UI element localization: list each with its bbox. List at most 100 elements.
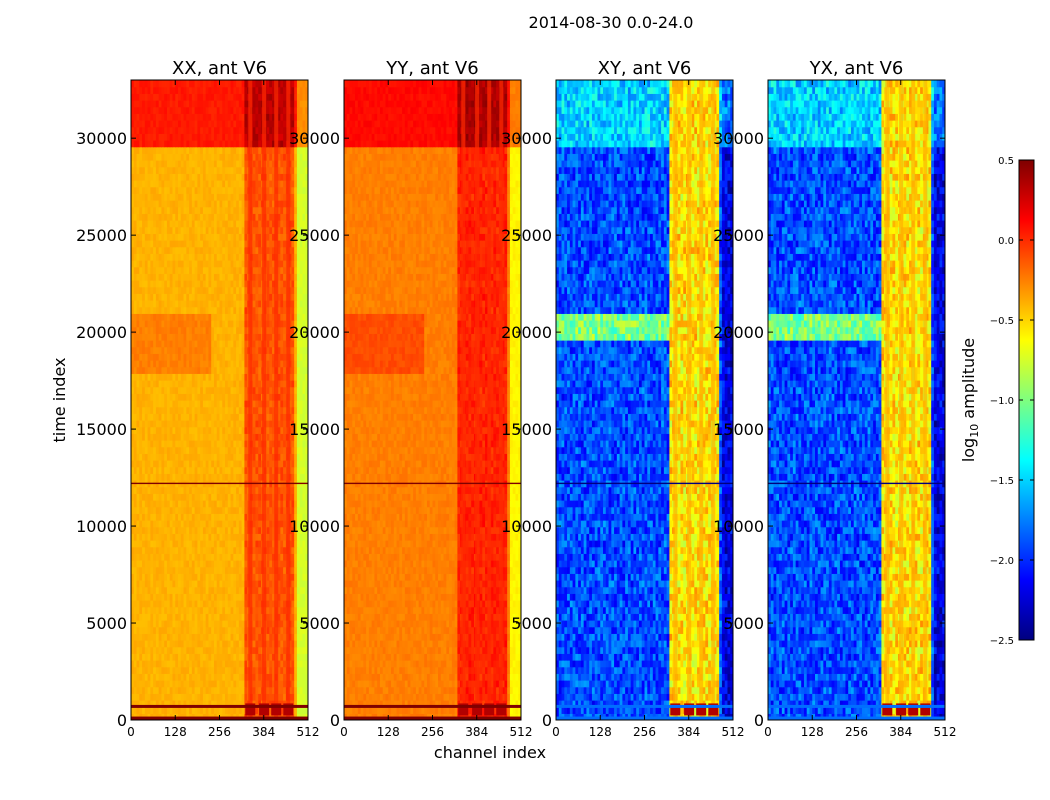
heatmap-cell <box>189 286 193 294</box>
heatmap-cell <box>175 513 179 521</box>
heatmap-cell <box>216 466 221 474</box>
heatmap-cell <box>197 300 201 308</box>
heatmap-cell <box>236 486 240 494</box>
heatmap-cell <box>189 546 193 554</box>
heatmap-cell <box>252 506 257 514</box>
heatmap-cell <box>302 446 306 454</box>
heatmap-cell <box>255 566 259 574</box>
heatmap-cell <box>266 613 270 621</box>
heatmap-cell <box>153 426 157 434</box>
heatmap-cell <box>139 513 143 521</box>
heatmap-cell <box>208 533 212 541</box>
heatmap-cell <box>280 466 284 474</box>
heatmap-cell <box>288 680 293 688</box>
heatmap-cell <box>213 653 218 661</box>
heatmap-cell <box>153 673 157 681</box>
heatmap-cell <box>305 320 308 328</box>
heatmap-cell <box>280 646 284 654</box>
heatmap-cell <box>208 473 212 481</box>
heatmap-cell <box>155 293 160 301</box>
heatmap-cell <box>189 346 193 354</box>
heatmap-cell <box>202 613 207 621</box>
heatmap-cell <box>269 446 273 454</box>
heatmap-cell <box>155 673 160 681</box>
heatmap-cell <box>211 453 215 461</box>
heatmap-cell <box>236 340 240 348</box>
heatmap-cell <box>183 640 187 648</box>
heatmap-cell <box>139 273 143 281</box>
heatmap-cell <box>150 220 154 228</box>
heatmap-cell <box>216 386 221 394</box>
heatmap-cell <box>291 406 295 414</box>
heatmap-cell <box>136 566 140 574</box>
heatmap-cell <box>161 213 165 221</box>
heatmap-cell <box>202 620 207 628</box>
heatmap-cell <box>266 300 270 308</box>
heatmap-cell <box>269 513 273 521</box>
heatmap-cell <box>136 360 140 368</box>
heatmap-cell <box>227 686 232 694</box>
heatmap-cell <box>252 253 257 261</box>
heatmap-cell <box>142 633 146 641</box>
heatmap-cell <box>205 660 210 668</box>
heatmap-cell <box>288 406 293 414</box>
heatmap-cell <box>153 580 157 588</box>
heatmap-cell <box>202 273 207 281</box>
heatmap-cell <box>227 586 232 594</box>
heatmap-cell <box>191 500 196 508</box>
heatmap-cell <box>197 233 201 241</box>
heatmap-cell <box>213 293 218 301</box>
heatmap-cell <box>266 433 270 441</box>
heatmap-cell <box>266 373 270 381</box>
heatmap-cell <box>225 406 229 414</box>
heatmap-cell <box>255 360 259 368</box>
heatmap-cell <box>186 573 190 581</box>
heatmap-cell <box>186 266 190 274</box>
heatmap-cell <box>133 586 138 594</box>
heatmap-cell <box>222 473 226 481</box>
heatmap-cell <box>183 620 187 628</box>
heatmap-cell <box>291 346 295 354</box>
heatmap-cell <box>144 500 149 508</box>
heatmap-cell <box>136 560 140 568</box>
heatmap-cell <box>194 526 198 534</box>
heatmap-cell <box>205 666 210 674</box>
heatmap-cell <box>258 226 262 234</box>
heatmap-cell <box>153 526 157 534</box>
heatmap-cell <box>302 586 306 594</box>
heatmap-cell <box>142 653 146 661</box>
heatmap-cell <box>200 513 204 521</box>
heatmap-cell <box>208 406 212 414</box>
heatmap-cell <box>202 540 207 548</box>
heatmap-cell <box>222 686 226 694</box>
heatmap-cell <box>216 226 221 234</box>
heatmap-cell <box>186 300 190 308</box>
heatmap-cell <box>183 300 187 308</box>
heatmap-cell <box>272 380 276 388</box>
heatmap-cell <box>255 373 259 381</box>
heatmap-cell <box>236 426 240 434</box>
heatmap-cell <box>283 526 287 534</box>
heatmap-cell <box>225 253 229 261</box>
heatmap-cell <box>161 200 165 208</box>
heatmap-cell <box>155 433 160 441</box>
heatmap-cell <box>288 240 293 248</box>
heatmap-cell <box>178 513 182 521</box>
heatmap-cell <box>133 373 138 381</box>
heatmap-cell <box>194 640 198 648</box>
heatmap-cell <box>166 566 171 574</box>
heatmap-cell <box>161 466 165 474</box>
heatmap-cell <box>208 626 212 634</box>
heatmap-cell <box>191 386 196 394</box>
heatmap-cell <box>211 620 215 628</box>
heatmap-cell <box>288 426 293 434</box>
heatmap-cell <box>150 553 154 561</box>
heatmap-cell <box>258 493 262 501</box>
heatmap-cell <box>144 360 149 368</box>
heatmap-cell <box>277 453 281 461</box>
heatmap-cell <box>299 346 304 354</box>
heatmap-cell <box>191 600 196 608</box>
heatmap-cell <box>194 533 198 541</box>
heatmap-cell <box>291 653 295 661</box>
heatmap-cell <box>166 586 171 594</box>
